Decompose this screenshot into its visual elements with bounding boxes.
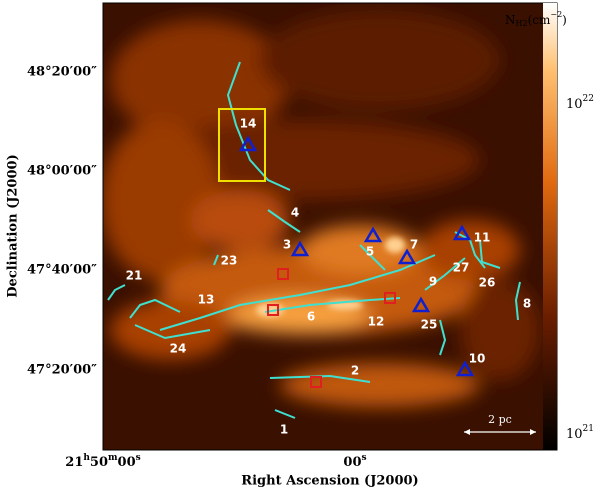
filament-label: 12 — [368, 315, 385, 329]
scale-bar-label: 2 pc — [488, 413, 512, 426]
triangle-marker — [290, 240, 310, 257]
y-tick-label: 48°00′00″ — [27, 164, 97, 179]
triangle-marker — [397, 248, 417, 265]
triangle-marker — [238, 135, 258, 152]
filament-label: 3 — [283, 238, 291, 252]
triangle-marker — [363, 226, 383, 243]
filaments — [107, 61, 521, 419]
square-marker — [310, 376, 322, 388]
filament-label: 2 — [351, 364, 359, 378]
x-axis-title: Right Ascension (J2000) — [241, 474, 418, 489]
colorbar — [543, 3, 557, 450]
square-marker — [277, 268, 289, 280]
filament-label: 25 — [421, 318, 438, 332]
filament-label: 14 — [240, 117, 257, 131]
filament-label: 23 — [221, 254, 238, 268]
filament-label: 21 — [126, 269, 143, 283]
filament-label: 8 — [523, 297, 531, 311]
y-tick-label: 47°20′00″ — [27, 363, 97, 378]
y-tick-label: 48°20′00″ — [27, 65, 97, 80]
column-density-map — [103, 3, 543, 450]
filament-label: 13 — [198, 293, 215, 307]
colorbar-label: NH2(cm−2) — [505, 10, 567, 28]
filament-label: 26 — [479, 276, 496, 290]
filament-label: 7 — [410, 238, 418, 252]
x-tick-label: 00s — [343, 453, 366, 470]
square-marker — [267, 304, 279, 316]
triangle-marker — [455, 360, 475, 377]
zoom-box — [218, 108, 266, 182]
triangle-marker — [452, 224, 472, 241]
x-tick-label: 21h50m00s — [65, 453, 140, 470]
filament-label: 27 — [453, 261, 470, 275]
triangle-marker — [411, 296, 431, 313]
y-axis-title: Declination (J2000) — [6, 154, 21, 297]
colorbar-tick: 1022 — [566, 94, 594, 112]
filament-label: 6 — [307, 310, 315, 324]
filament-label: 1 — [280, 423, 288, 437]
filament-label: 24 — [170, 342, 187, 356]
filament-label: 5 — [366, 245, 374, 259]
filament-label: 4 — [291, 206, 299, 220]
y-tick-label: 47°40′00″ — [27, 263, 97, 278]
filament-label: 9 — [429, 275, 437, 289]
filament-label: 11 — [474, 231, 491, 245]
square-marker — [384, 292, 396, 304]
filament-label: 10 — [469, 352, 486, 366]
colorbar-tick: 1021 — [566, 424, 594, 442]
